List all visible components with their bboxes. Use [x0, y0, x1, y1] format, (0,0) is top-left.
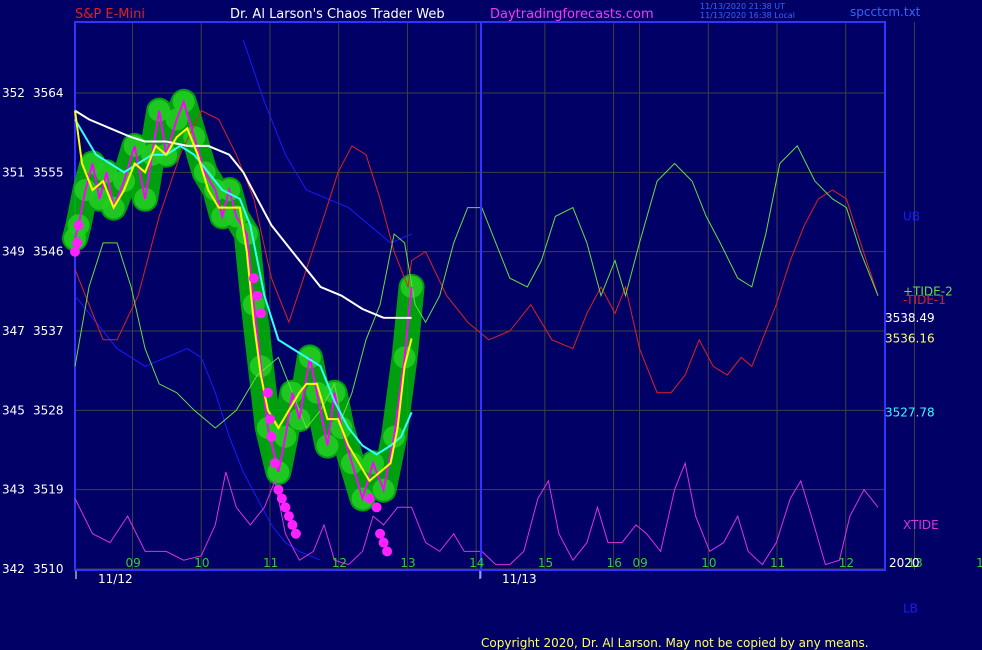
x-tick-label: 16 — [607, 556, 622, 570]
signal-dot — [290, 528, 301, 539]
right-value-label: 3538.49 — [885, 311, 935, 325]
timestamp-ut: 11/13/2020 21:38 UT — [700, 2, 785, 11]
grid-lines — [75, 22, 915, 570]
series-label: +TIDE-2 — [903, 284, 953, 298]
signal-dot — [276, 493, 287, 504]
series-label: UB — [903, 209, 920, 223]
date-label: 11/13 — [502, 572, 537, 586]
xtide-line — [74, 461, 879, 566]
y-tick-label-price: 3537 — [33, 324, 64, 338]
signal-dot — [375, 528, 386, 539]
x-tick-label: 12 — [332, 556, 347, 570]
signal-dot — [255, 308, 266, 319]
signal-dot — [364, 493, 375, 504]
y-tick-label-price: 3555 — [33, 165, 64, 179]
signal-dot — [283, 511, 294, 522]
series-label: XTIDE — [903, 518, 939, 532]
x-tick-label: 09 — [633, 556, 648, 570]
year-label: 2020 — [889, 556, 920, 570]
x-tick-label: 11 — [770, 556, 785, 570]
site-link[interactable]: Daytradingforecasts.com — [490, 7, 654, 22]
y-tick-label-price: 3510 — [33, 562, 64, 576]
signal-dot — [73, 220, 84, 231]
timestamp-local: 11/13/2020 16:38 Local — [700, 11, 795, 20]
signal-dot — [382, 546, 393, 557]
right-value-label: 3536.16 — [885, 331, 935, 345]
signal-dot — [264, 414, 275, 425]
y-tick-label-old: 345 — [2, 403, 25, 417]
signal-dot — [266, 431, 277, 442]
x-tick-label: 14 — [469, 556, 484, 570]
y-tick-label-price: 3519 — [33, 483, 64, 497]
ub-line-lower-segment — [74, 295, 321, 561]
signal-dot — [371, 502, 382, 513]
tide-2-line — [74, 145, 879, 429]
copyright-notice: Copyright 2020, Dr. Al Larson. May not b… — [481, 636, 869, 650]
y-tick-label-price: 3528 — [33, 403, 64, 417]
mid-ma-line — [74, 118, 413, 456]
x-tick-label: 13 — [400, 556, 415, 570]
signal-dot — [378, 537, 389, 548]
signal-dot — [72, 237, 83, 248]
signal-dot — [262, 387, 273, 398]
date-label: 11/12 — [98, 572, 133, 586]
x-tick-label: 15 — [538, 556, 553, 570]
x-tick-label: 11 — [263, 556, 278, 570]
signal-dot — [273, 484, 284, 495]
ub-line-upper-segment — [242, 39, 412, 244]
signal-dot — [280, 502, 291, 513]
data-file-name: spcctcm.txt — [850, 5, 921, 19]
tide-1-line — [74, 109, 879, 394]
x-tick-label: 12 — [839, 556, 854, 570]
series-label: -TIDE-1 — [903, 293, 946, 307]
y-tick-label-old: 343 — [2, 483, 25, 497]
slow-ma-line — [74, 109, 412, 319]
price-glow-band — [62, 88, 425, 512]
signal-dot — [252, 290, 263, 301]
y-tick-label-old: 342 — [2, 562, 25, 576]
y-tick-label-old: 351 — [2, 165, 25, 179]
series-label: LB — [903, 602, 918, 616]
x-tick-label: 10 — [194, 556, 209, 570]
chart-title: Dr. Al Larson's Chaos Trader Web — [230, 7, 445, 22]
price-line — [74, 98, 413, 502]
series-layer — [62, 22, 879, 578]
y-tick-label-old: 349 — [2, 245, 25, 259]
x-tick-label: 09 — [126, 556, 141, 570]
x-tick-label: 10 — [701, 556, 716, 570]
y-tick-label-old: 347 — [2, 324, 25, 338]
x-tick-label: 14 — [976, 556, 982, 570]
y-tick-label-old: 352 — [2, 86, 25, 100]
signal-dot — [248, 273, 259, 284]
signal-dot — [269, 458, 280, 469]
y-tick-label-price: 3546 — [33, 245, 64, 259]
fast-ma-line — [74, 110, 413, 483]
y-tick-label-price: 3564 — [33, 86, 64, 100]
signal-dot — [287, 519, 298, 530]
signal-dot — [70, 246, 80, 257]
axis-layer: 352 3564 351 3555 349 3546 347 3537 345 3528 343 35… — [2, 86, 982, 616]
x-tick-label: 13 — [907, 556, 922, 570]
right-value-label: 3527.78 — [885, 405, 935, 419]
symbol-label: S&P E-Mini — [75, 7, 145, 22]
